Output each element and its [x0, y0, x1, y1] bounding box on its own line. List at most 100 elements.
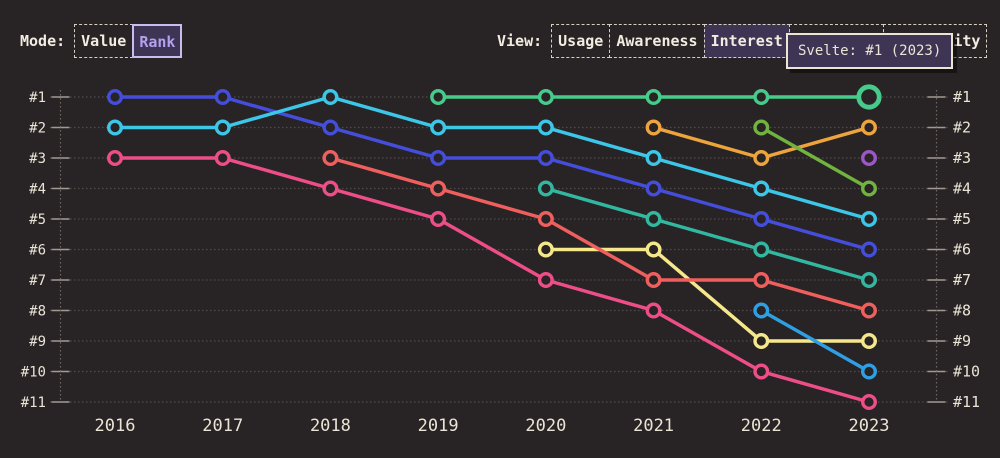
- series-line-azure: [759, 308, 871, 374]
- data-point-lime-2023[interactable]: [861, 180, 878, 197]
- mode-option-rank[interactable]: Rank: [132, 24, 183, 58]
- data-point-pink-2021[interactable]: [645, 302, 662, 319]
- data-point-pink-2016[interactable]: [106, 149, 123, 166]
- data-point-cyan-2018[interactable]: [322, 88, 339, 105]
- rank-label-right-10: #10: [953, 363, 980, 381]
- view-option-interest[interactable]: Interest: [703, 24, 790, 58]
- data-point-coral-2020[interactable]: [537, 210, 554, 227]
- data-point-indigo-2023[interactable]: [861, 241, 878, 258]
- series-line-teal: [544, 186, 871, 282]
- year-label-2017: 2017: [202, 416, 243, 436]
- data-point-cyan-2022[interactable]: [753, 180, 770, 197]
- data-point-coral-2022[interactable]: [753, 272, 770, 289]
- data-point-svelte-2020[interactable]: [537, 88, 554, 105]
- year-label-2020: 2020: [525, 416, 566, 436]
- data-point-lime-2022[interactable]: [753, 119, 770, 136]
- rank-label-left-8: #8: [29, 304, 46, 320]
- data-point-azure-2022[interactable]: [753, 302, 770, 319]
- view-option-awareness[interactable]: Awareness: [609, 24, 705, 58]
- rank-label-right-6: #6: [953, 241, 971, 259]
- data-point-teal-2020[interactable]: [537, 180, 554, 197]
- data-point-indigo-2018[interactable]: [322, 119, 339, 136]
- rank-label-right-9: #9: [953, 332, 971, 350]
- tooltip-text: Svelte: #1 (2023): [798, 43, 942, 59]
- year-label-2016: 2016: [95, 416, 136, 436]
- data-point-coral-2023[interactable]: [861, 302, 878, 319]
- year-label-2018: 2018: [310, 416, 351, 436]
- view-option-usage[interactable]: Usage: [551, 24, 611, 58]
- data-point-pink-2020[interactable]: [537, 272, 554, 289]
- data-point-yellow-2022[interactable]: [753, 333, 770, 350]
- rank-label-left-1: #1: [29, 90, 46, 106]
- data-point-indigo-2016[interactable]: [106, 88, 123, 105]
- series-line-coral: [328, 156, 871, 313]
- data-point-teal-2021[interactable]: [645, 210, 662, 227]
- data-point-orange-2021[interactable]: [645, 119, 662, 136]
- year-label-2021: 2021: [633, 416, 674, 436]
- rank-label-left-11: #11: [21, 395, 46, 411]
- rank-label-left-10: #10: [21, 365, 46, 381]
- tooltip: Svelte: #1 (2023): [786, 33, 954, 69]
- mode-group: Mode: Value Rank: [20, 24, 183, 58]
- data-point-indigo-2019[interactable]: [430, 149, 447, 166]
- rank-label-right-2: #2: [953, 119, 971, 137]
- data-point-coral-2021[interactable]: [645, 272, 662, 289]
- mode-toggle: Value Rank: [74, 24, 183, 58]
- data-point-yellow-2023[interactable]: [861, 333, 878, 350]
- series-line-lime: [759, 125, 871, 191]
- series-line-indigo: [113, 95, 871, 252]
- data-point-indigo-2021[interactable]: [645, 180, 662, 197]
- data-point-pink-2022[interactable]: [753, 363, 770, 380]
- rank-label-right-7: #7: [953, 271, 971, 289]
- data-point-cyan-2020[interactable]: [537, 119, 554, 136]
- rank-label-left-4: #4: [29, 182, 46, 198]
- data-point-purple-2023[interactable]: [861, 149, 878, 166]
- rank-label-left-2: #2: [29, 121, 46, 137]
- data-point-teal-2022[interactable]: [753, 241, 770, 258]
- rank-label-right-11: #11: [953, 393, 980, 411]
- year-label-2019: 2019: [418, 416, 459, 436]
- data-point-orange-2023[interactable]: [861, 119, 878, 136]
- year-label-2022: 2022: [741, 416, 782, 436]
- view-label: View:: [497, 32, 543, 50]
- data-point-svelte-2023[interactable]: [856, 84, 882, 110]
- data-point-pink-2023[interactable]: [861, 394, 878, 411]
- data-point-cyan-2023[interactable]: [861, 210, 878, 227]
- data-point-coral-2019[interactable]: [430, 180, 447, 197]
- rank-label-right-1: #1: [953, 88, 971, 106]
- rank-label-left-3: #3: [29, 151, 46, 167]
- year-label-2023: 2023: [849, 416, 890, 436]
- data-point-yellow-2021[interactable]: [645, 241, 662, 258]
- data-point-indigo-2022[interactable]: [753, 210, 770, 227]
- data-point-cyan-2021[interactable]: [645, 149, 662, 166]
- data-point-yellow-2020[interactable]: [537, 241, 554, 258]
- mode-label: Mode:: [20, 32, 66, 50]
- data-point-pink-2017[interactable]: [214, 149, 231, 166]
- rank-label-left-6: #6: [29, 243, 46, 259]
- data-point-orange-2022[interactable]: [753, 149, 770, 166]
- data-point-cyan-2019[interactable]: [430, 119, 447, 136]
- rank-label-right-3: #3: [953, 149, 971, 167]
- data-point-indigo-2020[interactable]: [537, 149, 554, 166]
- data-point-pink-2019[interactable]: [430, 210, 447, 227]
- data-point-svelte-2019[interactable]: [430, 88, 447, 105]
- rank-label-left-7: #7: [29, 273, 46, 289]
- data-point-cyan-2017[interactable]: [214, 119, 231, 136]
- data-point-pink-2018[interactable]: [322, 180, 339, 197]
- mode-option-value[interactable]: Value: [74, 24, 134, 58]
- data-point-azure-2023[interactable]: [861, 363, 878, 380]
- data-point-indigo-2017[interactable]: [214, 88, 231, 105]
- data-point-svelte-2021[interactable]: [645, 88, 662, 105]
- data-point-cyan-2016[interactable]: [106, 119, 123, 136]
- rank-label-left-9: #9: [29, 334, 46, 350]
- data-point-teal-2023[interactable]: [861, 272, 878, 289]
- rank-label-right-5: #5: [953, 210, 971, 228]
- data-point-svelte-2022[interactable]: [753, 88, 770, 105]
- data-point-coral-2018[interactable]: [322, 149, 339, 166]
- rank-label-right-4: #4: [953, 180, 971, 198]
- series-line-pink: [113, 156, 871, 404]
- series-line-cyan: [113, 95, 871, 221]
- rank-label-right-8: #8: [953, 302, 971, 320]
